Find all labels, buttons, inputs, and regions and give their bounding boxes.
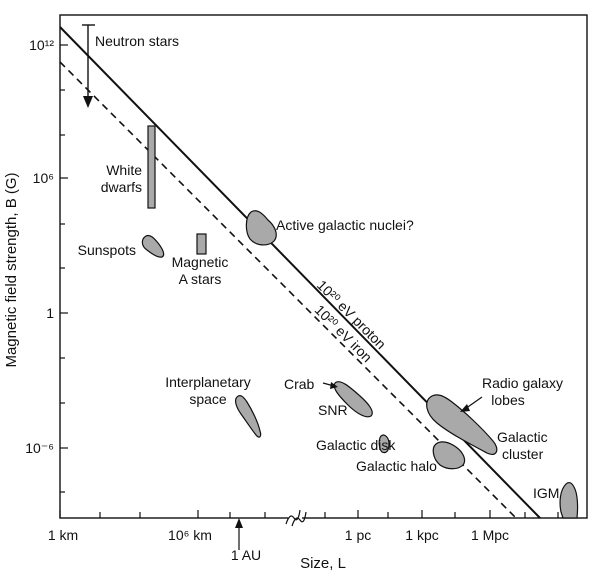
y-axis-title: Magnetic field strength, B (G)	[3, 172, 20, 367]
interplanetary-space-label-line2: space	[189, 391, 227, 407]
radio-galaxy-lobes-label-line1: Radio galaxy	[482, 375, 563, 391]
au-label: 1 AU	[231, 547, 261, 563]
igm-marker	[559, 481, 579, 519]
radio-galaxy-lobes-label-line2: lobes	[491, 392, 524, 408]
radio-galaxy-lobes-marker	[426, 394, 498, 455]
x-tick-label-1e6km: 10⁶ km	[168, 527, 212, 543]
plot-frame	[59, 14, 588, 519]
x-tick-label-1pc: 1 pc	[345, 527, 371, 543]
au-annotation: 1 AU	[231, 518, 261, 563]
x-axis-title: Size, L	[300, 555, 346, 572]
snr-marker	[333, 381, 373, 418]
x-ticks	[59, 510, 559, 518]
snr-label: SNR	[318, 402, 348, 418]
x-tick-label-1kpc: 1 kpc	[405, 527, 438, 543]
galactic-cluster-label-line1: Galactic	[497, 429, 548, 445]
proton-line	[59, 26, 541, 519]
sunspots-marker	[141, 234, 165, 258]
magnetic-a-stars-label-line2: A stars	[179, 271, 222, 287]
neutron-stars-label: Neutron stars	[95, 33, 179, 49]
x-tick-label-1mpc: 1 Mpc	[471, 527, 509, 543]
galactic-cluster-label-line2: cluster	[502, 446, 544, 462]
igm-label: IGM	[533, 485, 559, 501]
galactic-disk-label: Galactic disk	[316, 437, 396, 453]
neutron-stars-range	[82, 24, 95, 108]
interplanetary-space-marker	[235, 395, 262, 438]
galactic-halo-marker	[432, 441, 466, 470]
magnetic-a-stars-label-line1: Magnetic	[172, 254, 229, 270]
white-dwarfs-label-line1: White	[106, 162, 142, 178]
agn-marker	[245, 210, 277, 246]
x-tick-label-1km: 1 km	[48, 527, 78, 543]
interplanetary-space-label-line1: Interplanetary	[165, 374, 251, 390]
y-ticks	[60, 44, 68, 493]
white-dwarfs-label-line2: dwarfs	[101, 179, 142, 195]
white-dwarfs-marker	[147, 125, 156, 209]
agn-label: Active galactic nuclei?	[276, 217, 414, 233]
axis-break-mark	[285, 508, 307, 527]
sunspots-label: Sunspots	[78, 242, 136, 258]
magnetic-a-stars-marker	[196, 233, 207, 255]
galactic-halo-label: Galactic halo	[356, 458, 437, 474]
y-tick-label-1e6: 10⁶	[33, 170, 54, 186]
galactic-disk-marker	[378, 434, 390, 454]
y-tick-label-1e12: 10¹²	[29, 37, 54, 53]
y-tick-label-1e-6: 10⁻⁶	[25, 440, 54, 456]
y-tick-label-1: 1	[46, 305, 54, 321]
crab-label: Crab	[284, 376, 315, 392]
